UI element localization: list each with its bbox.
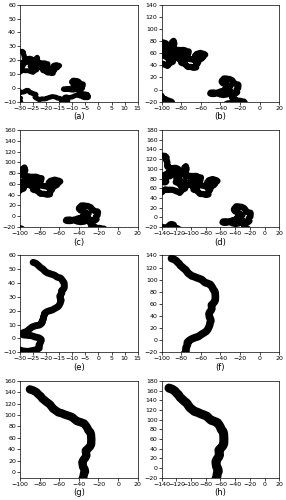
- X-axis label: (d): (d): [214, 238, 227, 246]
- X-axis label: (f): (f): [216, 363, 225, 372]
- X-axis label: (g): (g): [73, 488, 85, 497]
- X-axis label: (b): (b): [214, 112, 227, 121]
- X-axis label: (h): (h): [214, 488, 227, 497]
- X-axis label: (c): (c): [73, 238, 84, 246]
- X-axis label: (a): (a): [73, 112, 85, 121]
- X-axis label: (e): (e): [73, 363, 85, 372]
